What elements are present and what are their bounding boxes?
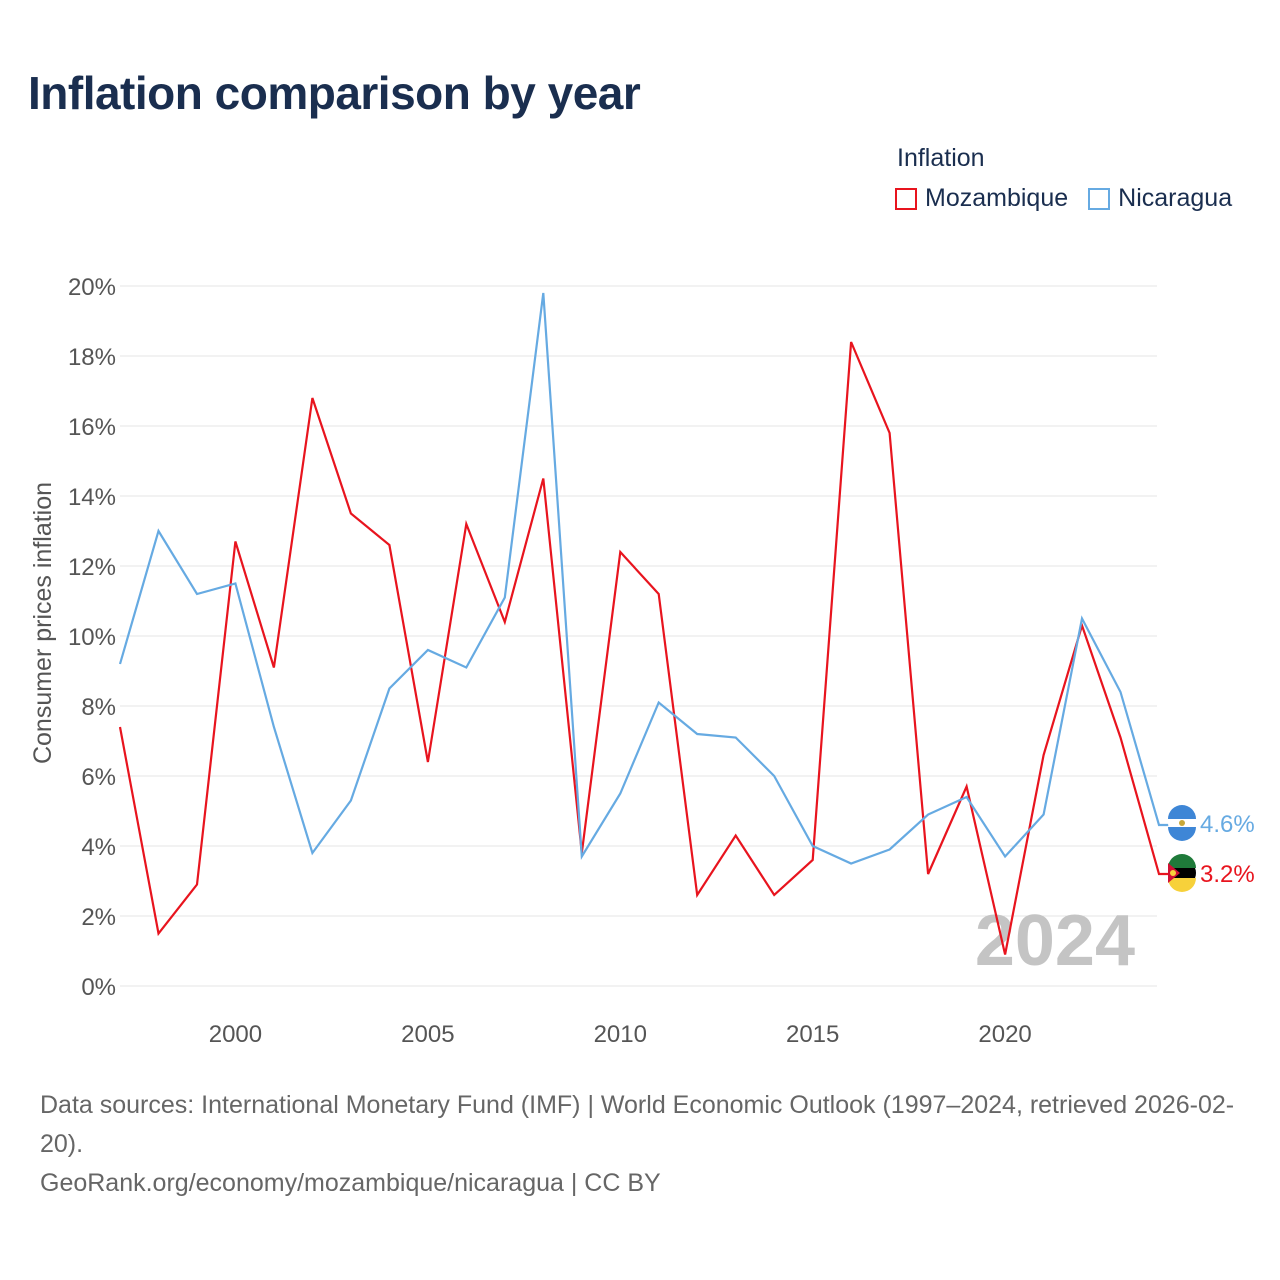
legend-label-mozambique: Mozambique	[925, 184, 1069, 212]
y-tick-label: 12%	[68, 554, 116, 581]
data-sources: Data sources: International Monetary Fun…	[40, 1091, 1235, 1158]
legend: Mozambique Nicaragua	[895, 184, 1252, 213]
y-tick-label: 14%	[68, 484, 116, 511]
legend-label-nicaragua: Nicaragua	[1118, 184, 1233, 212]
footer: Data sources: International Monetary Fun…	[40, 1086, 1250, 1203]
end-label-nicaragua: 4.6%	[1200, 811, 1255, 838]
flag-nicaragua-icon	[1168, 805, 1196, 841]
y-tick-label: 16%	[68, 414, 116, 441]
x-tick-label: 2020	[978, 1021, 1031, 1048]
source-link[interactable]: GeoRank.org/economy/mozambique/nicaragua…	[40, 1169, 661, 1197]
y-tick-label: 6%	[81, 764, 116, 791]
year-label: 2024	[975, 901, 1135, 981]
legend-item-nicaragua[interactable]: Nicaragua	[1088, 184, 1232, 213]
line-chart: 0% 2% 4% 6% 8% 10% 12% 14% 16% 18% 20% 2000 2005 201…	[29, 274, 1255, 1048]
y-tick-label: 8%	[81, 694, 116, 721]
chart-title: Inflation comparison by year	[28, 67, 641, 119]
y-tick-label: 20%	[68, 274, 116, 301]
series-line-mozambique	[118, 341, 1183, 955]
y-tick-label: 2%	[81, 904, 116, 931]
legend-swatch-nicaragua	[1088, 187, 1111, 210]
y-tick-label: 4%	[81, 834, 116, 861]
x-tick-label: 2005	[401, 1021, 454, 1048]
y-tick-label: 18%	[68, 344, 116, 371]
series-line-nicaragua	[118, 292, 1183, 865]
legend-item-mozambique[interactable]: Mozambique	[895, 184, 1068, 213]
y-tick-label: 10%	[68, 624, 116, 651]
y-tick-label: 0%	[81, 974, 116, 1001]
x-tick-label: 2015	[786, 1021, 839, 1048]
flag-mozambique-icon	[1168, 854, 1196, 892]
x-tick-label: 2010	[594, 1021, 647, 1048]
legend-title: Inflation	[897, 144, 985, 172]
end-label-mozambique: 3.2%	[1200, 861, 1255, 888]
y-axis-label: Consumer prices inflation	[29, 482, 57, 764]
x-tick-label: 2000	[209, 1021, 262, 1048]
legend-swatch-mozambique	[895, 187, 917, 210]
